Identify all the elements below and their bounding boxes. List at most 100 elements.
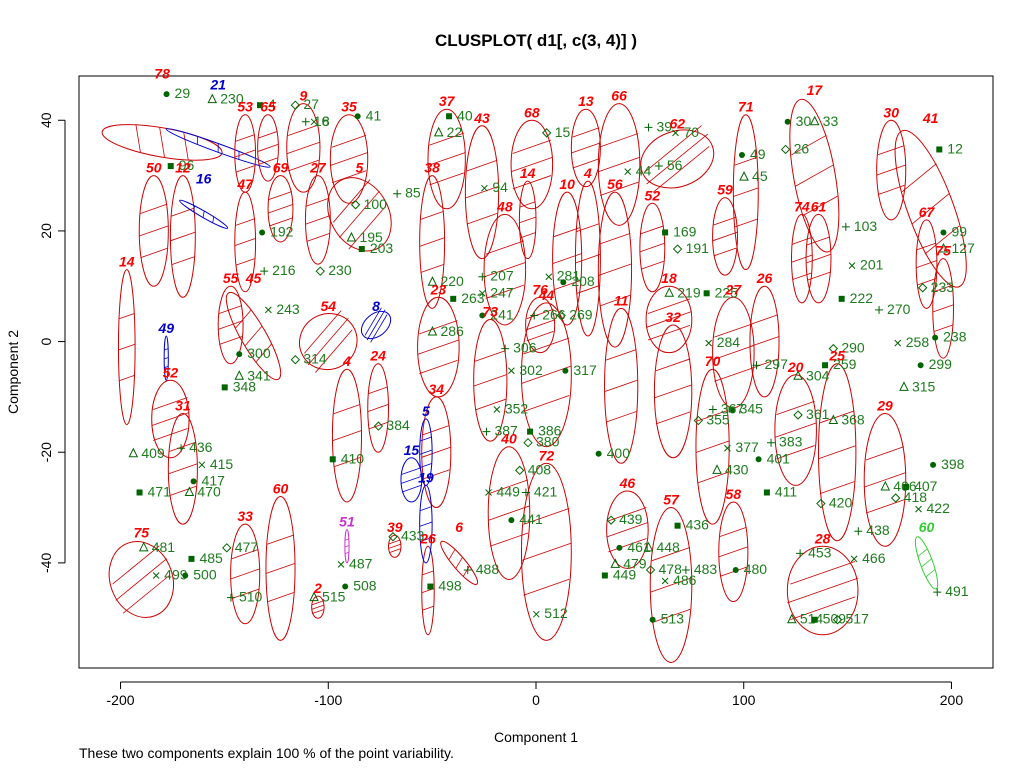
- point-label: 127: [951, 240, 975, 256]
- data-point: [915, 505, 922, 513]
- cluster-hatch: [488, 505, 530, 521]
- cluster-hatch: [268, 191, 293, 200]
- cluster-hatch: [448, 548, 456, 560]
- cluster-hatch: [196, 136, 198, 145]
- cluster-ellipse: [604, 307, 639, 464]
- data-point: [793, 410, 803, 420]
- cluster-ellipse: [234, 191, 257, 293]
- point-label: 491: [945, 583, 969, 599]
- data-point: [649, 616, 656, 623]
- data-point: [342, 583, 349, 590]
- cluster-ellipse: [606, 490, 649, 569]
- data-point: [724, 444, 731, 452]
- point-label: 192: [270, 223, 294, 239]
- point-label: 222: [850, 290, 874, 306]
- cluster-ellipse: [749, 285, 780, 398]
- cluster-label: 75: [134, 525, 150, 541]
- data-point: [681, 565, 690, 574]
- point-label: 169: [673, 223, 697, 239]
- cluster-ellipse-outline: [863, 412, 907, 547]
- cluster-hatch: [608, 507, 647, 522]
- data-point: [828, 414, 839, 425]
- point-label: 449: [613, 566, 637, 582]
- cluster-ellipse: [518, 180, 537, 260]
- point-label: 420: [829, 495, 853, 511]
- cluster-ellipse-outline: [510, 119, 554, 210]
- x-tick-label: 200: [940, 692, 964, 708]
- cluster-hatch: [605, 411, 637, 423]
- cluster-ellipse-outline: [552, 191, 583, 326]
- point-label: 498: [438, 578, 462, 594]
- point-label: 286: [440, 323, 464, 339]
- cluster-ellipse: [640, 125, 715, 193]
- cluster-ellipse: [400, 457, 423, 503]
- cluster-ellipse-outline: [225, 291, 282, 381]
- cluster-hatch: [599, 232, 631, 245]
- point-label: 345: [740, 400, 764, 416]
- cluster-ellipse-outline: [163, 335, 169, 381]
- cluster-label: 15: [404, 442, 420, 458]
- cluster-label: 33: [237, 508, 253, 524]
- cluster-hatch: [473, 374, 508, 387]
- point-label: 410: [341, 450, 365, 466]
- cluster-hatch: [234, 149, 256, 158]
- cluster-ellipse: [510, 119, 554, 210]
- cluster-hatch: [916, 242, 937, 251]
- cluster-hatch: [115, 558, 168, 601]
- cluster-hatch: [523, 395, 570, 412]
- cluster-label: 4: [583, 165, 592, 181]
- point-label: 500: [193, 566, 217, 582]
- cluster-hatch: [645, 311, 692, 328]
- data-point: [222, 543, 232, 553]
- cluster-hatch: [877, 145, 905, 156]
- cluster-hatch: [718, 546, 749, 558]
- point-label: 49: [750, 146, 766, 162]
- point-label: 290: [841, 340, 865, 356]
- cluster-ellipse: [427, 108, 466, 210]
- cluster-label: 43: [473, 110, 490, 126]
- point-label: 26: [794, 140, 810, 156]
- cluster-hatch: [231, 548, 259, 560]
- cluster-hatch: [388, 539, 401, 545]
- cluster-label: 6: [455, 519, 463, 535]
- cluster-ellipse: [649, 507, 693, 663]
- cluster-label: 68: [524, 104, 540, 120]
- cluster-label: 74: [794, 198, 810, 214]
- point-label: 453: [808, 544, 832, 560]
- cluster-label: 56: [607, 176, 623, 192]
- data-point: [479, 312, 486, 319]
- cluster-hatch: [312, 600, 324, 606]
- cluster-ellipse-outline: [606, 490, 649, 569]
- cluster-hatch: [646, 133, 709, 185]
- cluster-ellipse: [863, 412, 907, 547]
- cluster-hatch: [695, 440, 730, 453]
- cluster-label: 28: [814, 530, 831, 546]
- data-point: [850, 555, 858, 563]
- point-label: 387: [494, 423, 518, 439]
- cluster-ellipse: [360, 307, 392, 343]
- data-point: [796, 549, 805, 558]
- point-label: 230: [220, 91, 244, 107]
- data-point: [894, 339, 902, 347]
- cluster-ellipse-outline: [440, 540, 479, 585]
- cluster-hatch: [465, 185, 499, 199]
- cluster-hatch: [805, 253, 832, 264]
- cluster-ellipse: [286, 103, 321, 193]
- point-label: 439: [619, 511, 643, 527]
- cluster-ellipse: [786, 545, 859, 636]
- cluster-hatch: [420, 506, 432, 512]
- cluster-ellipse-outline: [230, 523, 261, 625]
- data-point: [903, 483, 910, 490]
- cluster-hatch: [267, 534, 294, 545]
- point-label: 269: [569, 306, 593, 322]
- cluster-hatch: [474, 350, 506, 362]
- data-point: [693, 415, 704, 426]
- cluster-hatch: [331, 134, 367, 148]
- cluster-label: 38: [424, 160, 440, 176]
- cluster-hatch: [344, 545, 350, 548]
- data-point: [848, 262, 856, 269]
- point-label: 304: [806, 367, 830, 383]
- data-point: [933, 588, 942, 597]
- y-tick-label: 40: [38, 112, 54, 128]
- cluster-hatch: [169, 441, 197, 452]
